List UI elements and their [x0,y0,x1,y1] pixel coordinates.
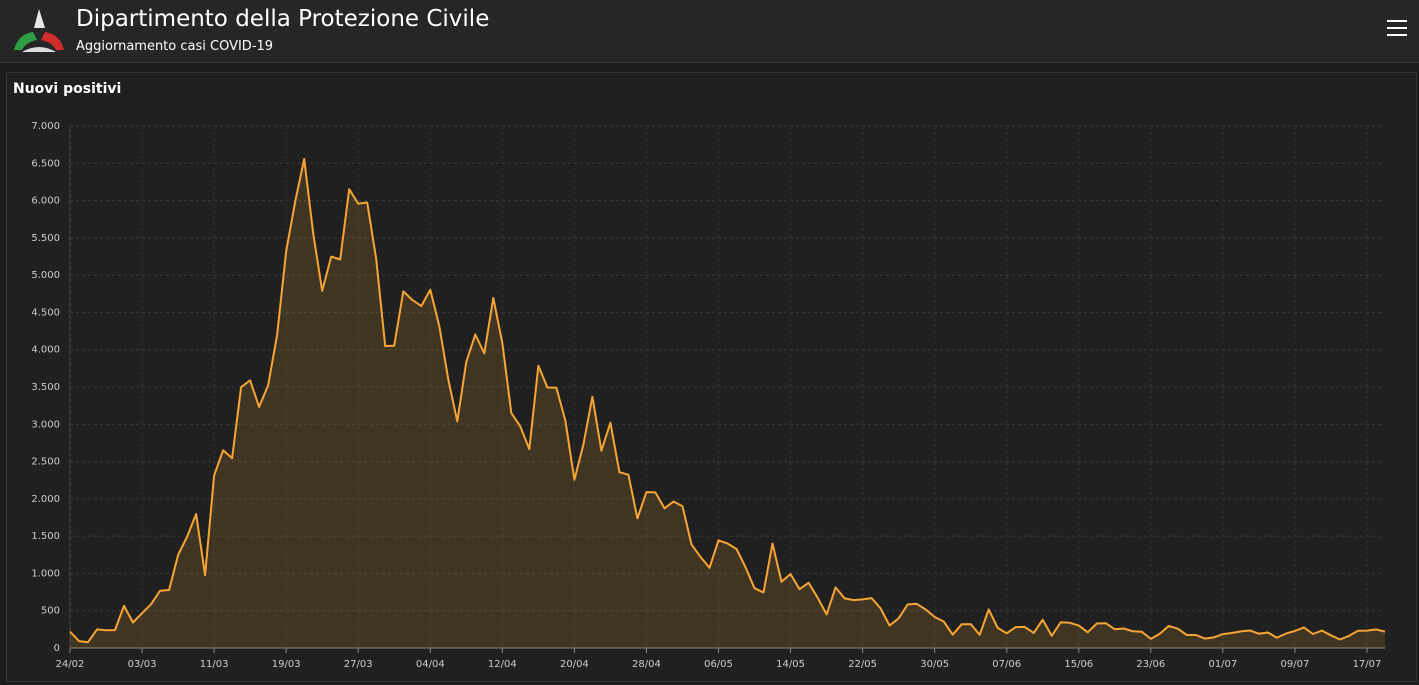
x-tick-label: 17/07 [1353,659,1382,670]
y-tick-label: 5.500 [31,233,60,244]
y-tick-label: 500 [41,606,60,617]
x-tick-label: 30/05 [920,659,949,670]
y-tick-label: 1.000 [31,568,60,579]
x-tick-label: 12/04 [488,659,517,670]
y-tick-label: 4.500 [31,307,60,318]
y-tick-label: 2.500 [31,457,60,468]
line [69,158,1386,644]
menu-button[interactable] [1387,20,1407,38]
x-tick-label: 09/07 [1281,659,1310,670]
header-title: Dipartimento della Protezione Civile [76,6,490,32]
x-tick-label: 11/03 [200,659,229,670]
x-tick-label: 06/05 [704,659,733,670]
y-tick-label: 1.500 [31,531,60,542]
y-tick-label: 4.000 [31,345,60,356]
header: Dipartimento della Protezione Civile Agg… [0,0,1419,63]
x-tick-label: 28/04 [632,659,661,670]
y-tick-label: 3.500 [31,382,60,393]
y-tick-label: 6.500 [31,158,60,169]
x-tick-label: 03/03 [128,659,157,670]
y-tick-label: 0 [54,643,60,654]
x-tick-label: 22/05 [848,659,877,670]
chart-title: Nuovi positivi [13,81,121,97]
x-tick-label: 19/03 [272,659,301,670]
x-tick-label: 07/06 [992,659,1021,670]
x-tick-label: 20/04 [560,659,589,670]
y-tick-label: 5.000 [31,270,60,281]
chart: Nuovi positivi 0 500 1.000 1.500 2.000 2.500 3… [13,81,1386,670]
x-tick-label: 04/04 [416,659,445,670]
x-tick-label: 14/05 [776,659,805,670]
x-tick-label: 01/07 [1208,659,1237,670]
header-subtitle: Aggiornamento casi COVID-19 [76,39,274,54]
logo [14,9,64,52]
y-tick-label: 2.000 [31,494,60,505]
y-tick-label: 7.000 [31,121,60,132]
x-tick-label: 24/02 [56,659,85,670]
y-tick-label: 6.000 [31,196,60,207]
x-tick-label: 15/06 [1064,659,1093,670]
x-tick-label: 27/03 [344,659,373,670]
x-tick-label: 23/06 [1136,659,1165,670]
area [70,159,1385,648]
y-tick-label: 3.000 [31,419,60,430]
chart-panel: Nuovi positivi 0 500 1.000 1.500 2.000 2.500 3… [6,72,1417,682]
